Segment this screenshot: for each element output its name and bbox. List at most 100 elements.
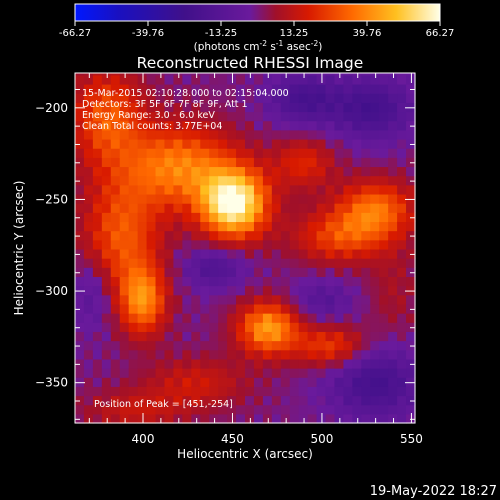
heatmap-cell [218,276,228,287]
heatmap-cell [119,166,130,177]
heatmap-cell [361,83,371,94]
heatmap-cell [316,294,327,305]
heatmap-cell [236,239,246,250]
heatmap-cell [164,230,175,241]
heatmap-cell [388,313,398,323]
heatmap-cell [245,331,255,342]
heatmap-cell [334,322,345,332]
heatmap-cell [119,395,130,406]
heatmap-cell [110,294,121,305]
heatmap-cell [83,175,94,186]
heatmap-cell [307,248,318,259]
heatmap-cell [146,83,157,94]
heatmap-cell [101,303,112,314]
heatmap-cell [253,267,264,277]
heatmap-cell [370,294,380,305]
heatmap-cell [182,413,192,424]
heatmap-cell [271,230,282,241]
heatmap-cell [379,129,389,140]
heatmap-cell [316,212,327,223]
heatmap-cell [236,120,246,131]
heatmap-cell [253,148,264,158]
heatmap-cell [280,349,291,360]
heatmap-cell [236,404,246,415]
heatmap-cell [137,349,148,360]
heatmap-cell [110,349,121,360]
heatmap-cell [110,404,121,415]
heatmap-cell [218,74,228,85]
heatmap-cell [119,285,130,296]
heatmap-cell [397,83,407,94]
heatmap-cell [361,74,371,85]
heatmap-cell [307,386,318,397]
heatmap-cell [361,340,371,351]
heatmap-cell [227,102,237,113]
heatmap-cell [280,203,291,213]
heatmap-cell [209,349,219,360]
colorbar-tick-label: 13.25 [280,28,309,39]
heatmap-cell [200,230,210,241]
heatmap-cell [218,313,228,323]
heatmap-cell [245,404,255,415]
heatmap-cell [289,368,300,378]
heatmap-cell [262,83,273,94]
heatmap-cell [173,258,183,268]
heatmap-cell [191,377,201,387]
heatmap-cell [92,340,103,351]
heatmap-cell [119,221,130,232]
heatmap-cell [289,303,300,314]
heatmap-cell [218,239,228,250]
heatmap-cell [164,239,175,250]
heatmap-cell [218,248,228,259]
heatmap-cell [343,120,353,131]
heatmap-cell [334,111,345,122]
heatmap-cell [289,129,300,140]
heatmap-cell [119,83,130,94]
heatmap-cell [200,111,210,122]
heatmap-cell [164,74,175,85]
heatmap-cell [253,404,264,415]
heatmap-cell [137,93,148,103]
heatmap-cell [253,413,264,424]
timestamp: 19-May-2022 18:27 [370,484,497,499]
heatmap-cell [325,368,336,378]
heatmap-cell [298,193,309,204]
heatmap-cell [227,313,237,323]
heatmap-cell [280,340,291,351]
heatmap-cell [316,129,327,140]
heatmap-cell [119,184,130,195]
heatmap-cell [388,322,398,332]
heatmap-cell [137,157,148,168]
heatmap-cell [209,340,219,351]
heatmap-cell [289,74,300,85]
heatmap-cell [182,377,192,387]
heatmap-cell [182,175,192,186]
x-tick-label: 500 [310,432,333,446]
heatmap-cell [325,148,336,158]
heatmap-cell [334,377,345,387]
heatmap-cell [75,276,85,287]
heatmap-cell [137,267,148,277]
heatmap-cell [325,193,336,204]
heatmap-cell [182,148,192,158]
heatmap-cell [137,322,148,332]
heatmap-cell [128,129,139,140]
colorbar-tick-label: -66.27 [59,28,91,39]
heatmap-cell [200,203,210,213]
heatmap-cell [209,322,219,332]
heatmap-cell [271,276,282,287]
heatmap-cell [370,74,380,85]
heatmap-cell [137,285,148,296]
heatmap-cell [218,73,228,76]
heatmap-cell [146,322,157,332]
heatmap-cell [262,120,273,131]
heatmap-cell [236,303,246,314]
heatmap-cell [128,166,139,177]
heatmap-cell [361,358,371,369]
heatmap-cell [173,386,183,397]
heatmap-cell [334,313,345,323]
heatmap-cell [343,340,353,351]
heatmap-cell [406,73,416,76]
heatmap-cell [325,230,336,241]
heatmap-cell [101,386,112,397]
